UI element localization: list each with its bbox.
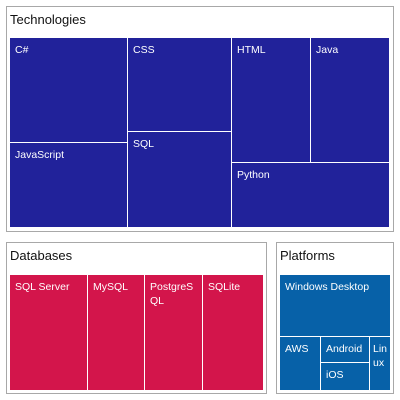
technologies-title: Technologies [10, 12, 86, 27]
tile-html[interactable]: HTML [232, 38, 310, 162]
tile-sql[interactable]: SQL [128, 132, 231, 227]
tile-aws[interactable]: AWS [280, 337, 320, 390]
tile-java[interactable]: Java [311, 38, 389, 162]
tile-windows-desktop[interactable]: Windows Desktop [280, 275, 390, 336]
tile-mysql[interactable]: MySQL [88, 275, 144, 390]
tile-linux[interactable]: Linux [370, 337, 390, 390]
platforms-title: Platforms [280, 248, 335, 263]
tile-postgresql[interactable]: PostgreSQL [145, 275, 202, 390]
tile-python[interactable]: Python [232, 163, 389, 227]
databases-title: Databases [10, 248, 73, 263]
tile-sqlite[interactable]: SQLite [203, 275, 263, 390]
tile-csharp[interactable]: C# [10, 38, 127, 142]
tile-javascript[interactable]: JavaScript [10, 143, 127, 227]
tile-css[interactable]: CSS [128, 38, 231, 131]
tile-ios[interactable]: iOS [321, 363, 369, 390]
tile-sql-server[interactable]: SQL Server [10, 275, 87, 390]
tile-android[interactable]: Android [321, 337, 369, 362]
